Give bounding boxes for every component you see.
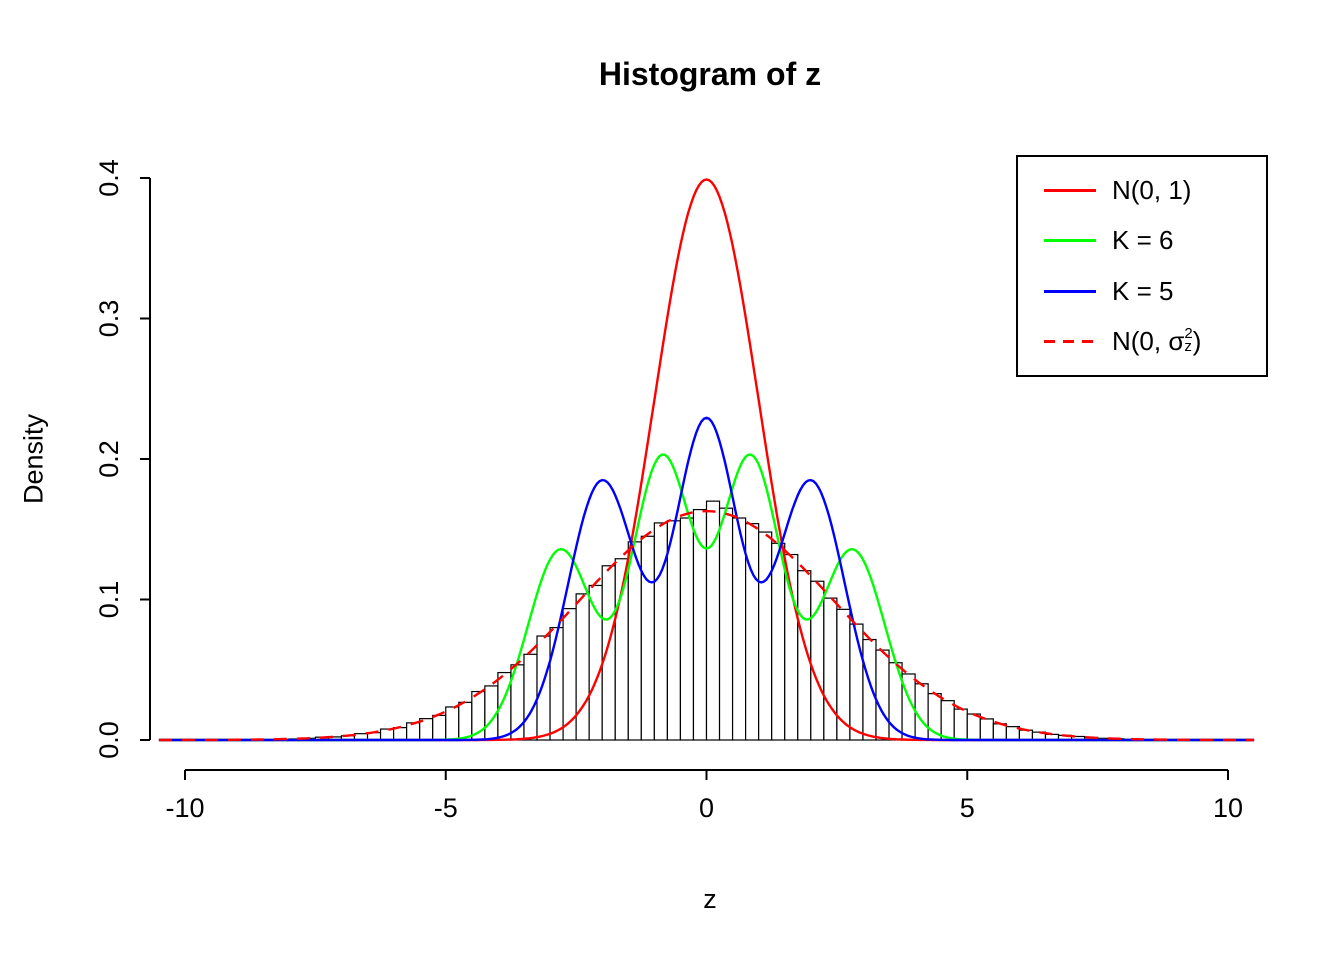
density-curve-N(0, σ_z²) [158,509,1255,742]
histogram-bar [549,626,564,741]
legend-item-k6: K = 6 [1018,225,1266,256]
sigma-symbol: σ [1168,326,1185,357]
x-tick-label: 10 [1213,793,1243,823]
histogram-bar [836,608,851,741]
histogram-bar [992,723,1007,741]
histogram-bar [862,638,877,741]
histogram-bar [823,597,838,741]
x-tick-label: -10 [165,793,204,823]
histogram-bar [810,580,825,741]
x-tick-label: 0 [699,793,714,823]
chart-title: Histogram of z [598,56,822,92]
legend-label-suffix: ) [1192,326,1202,357]
histogram-bar [379,728,395,741]
histogram-bar [393,727,408,741]
y-axis-label: Density [18,413,49,505]
histogram-bar [562,608,577,741]
legend-item-label: K = 6 [1112,225,1174,256]
histogram-bar [979,718,994,741]
legend-line-sample [1044,188,1096,192]
legend-item-label: N(0, 1) [1112,174,1192,205]
histogram-bar [966,713,981,741]
histogram-bar [458,701,473,741]
histogram-bar [771,542,786,741]
legend-line-sample [1044,289,1096,293]
legend-box: N(0, 1) K = 6 K = 5 N(0, σ 2 z) [1016,155,1268,377]
legend-line-sample [1044,340,1096,344]
sigma-superscript: 2 [1184,325,1193,342]
histogram-bar [875,649,890,741]
histogram-bar [758,531,773,741]
legend-item-n0-sigma2: N(0, σ 2 z) [1018,326,1266,357]
legend-item-label: N(0, σ 2 z) [1112,326,1201,357]
histogram-bar [575,593,590,741]
histogram-bar [666,520,682,741]
histogram-bar [601,565,616,741]
x-tick-label: -5 [434,793,458,823]
histogram-bar [536,635,551,741]
histogram-bar [784,553,799,741]
legend-label-prefix: N(0, [1112,326,1169,357]
y-tick-label: 0.3 [94,300,124,338]
histogram-bar [718,507,734,741]
histogram-bar [523,653,538,741]
y-tick-label: 0.0 [94,721,124,759]
histogram-bar [953,708,968,741]
x-tick-label: 5 [960,793,975,823]
y-tick-label: 0.4 [94,159,124,197]
histogram-bar [406,722,421,741]
histogram-bar [679,517,695,741]
x-axis-label: z [703,884,717,914]
histogram-bar [432,714,447,741]
density-curve-K = 5 [158,416,1255,742]
legend-item-n01: N(0, 1) [1018,175,1266,206]
histogram-bar [445,706,460,741]
histogram-bar [745,523,760,741]
sigma-subscript: z [1184,337,1192,355]
y-tick-label: 0.2 [94,440,124,478]
legend-item-label: K = 5 [1112,275,1174,306]
histogram-bar [1018,729,1034,741]
histogram-bar [627,541,642,741]
histogram-bar [653,522,668,741]
histogram-bar [640,535,655,741]
histogram-bar [849,623,864,741]
legend-item-k5: K = 5 [1018,276,1266,307]
histogram-bar [940,700,955,741]
histogram-bar [731,517,747,741]
y-tick-label: 0.1 [94,581,124,619]
legend-line-sample [1044,239,1096,243]
